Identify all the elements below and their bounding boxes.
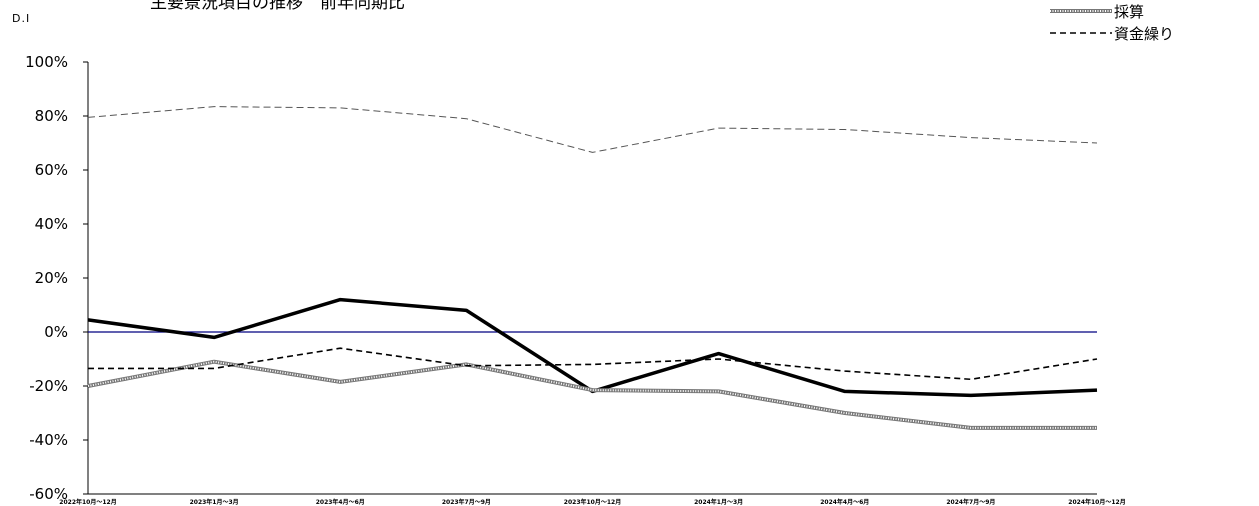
x-tick-label: 2024年10月～12月 <box>1068 498 1125 506</box>
legend-item-shikinguri: 資金繰り <box>1050 22 1174 44</box>
y-tick-label: -20% <box>29 377 68 395</box>
legend-item-saisan: 採算 <box>1050 0 1174 22</box>
y-tick-label: 80% <box>35 107 68 125</box>
y-tick-label: 100% <box>25 53 68 71</box>
x-tick-label: 2023年4月～6月 <box>316 498 365 506</box>
y-tick-label: 0% <box>44 323 68 341</box>
x-tick-label: 2024年7月～9月 <box>946 498 995 506</box>
x-tick-label: 2023年7月～9月 <box>442 498 491 506</box>
y-tick-label: 20% <box>35 269 68 287</box>
y-tick-label: 60% <box>35 161 68 179</box>
x-tick-label: 2024年1月～3月 <box>694 498 743 506</box>
legend: 採算 資金繰り <box>1050 0 1174 44</box>
chart-title: 主要景況項目の推移 前年同期比 <box>150 0 405 13</box>
series-line-2 <box>87 297 1098 398</box>
series-line-4 <box>88 347 1098 381</box>
y-tick-label: -40% <box>29 431 68 449</box>
legend-label-shikinguri: 資金繰り <box>1114 24 1175 43</box>
series-line-1 <box>87 106 1098 153</box>
y-tick-label: -60% <box>29 485 68 503</box>
x-tick-label: 2023年1月～3月 <box>190 498 239 506</box>
y-tick-label: 40% <box>35 215 68 233</box>
legend-swatch-hatched <box>1050 9 1112 13</box>
x-tick-label: 2024年4月～6月 <box>820 498 869 506</box>
x-tick-label: 2023年10月～12月 <box>564 498 621 506</box>
x-tick-label: 2022年10月～12月 <box>59 498 116 506</box>
series-line-3 <box>87 359 1097 430</box>
legend-swatch-dashed <box>1050 32 1112 34</box>
y-axis-label: D.I <box>12 12 31 25</box>
legend-label-saisan: 採算 <box>1114 2 1145 21</box>
